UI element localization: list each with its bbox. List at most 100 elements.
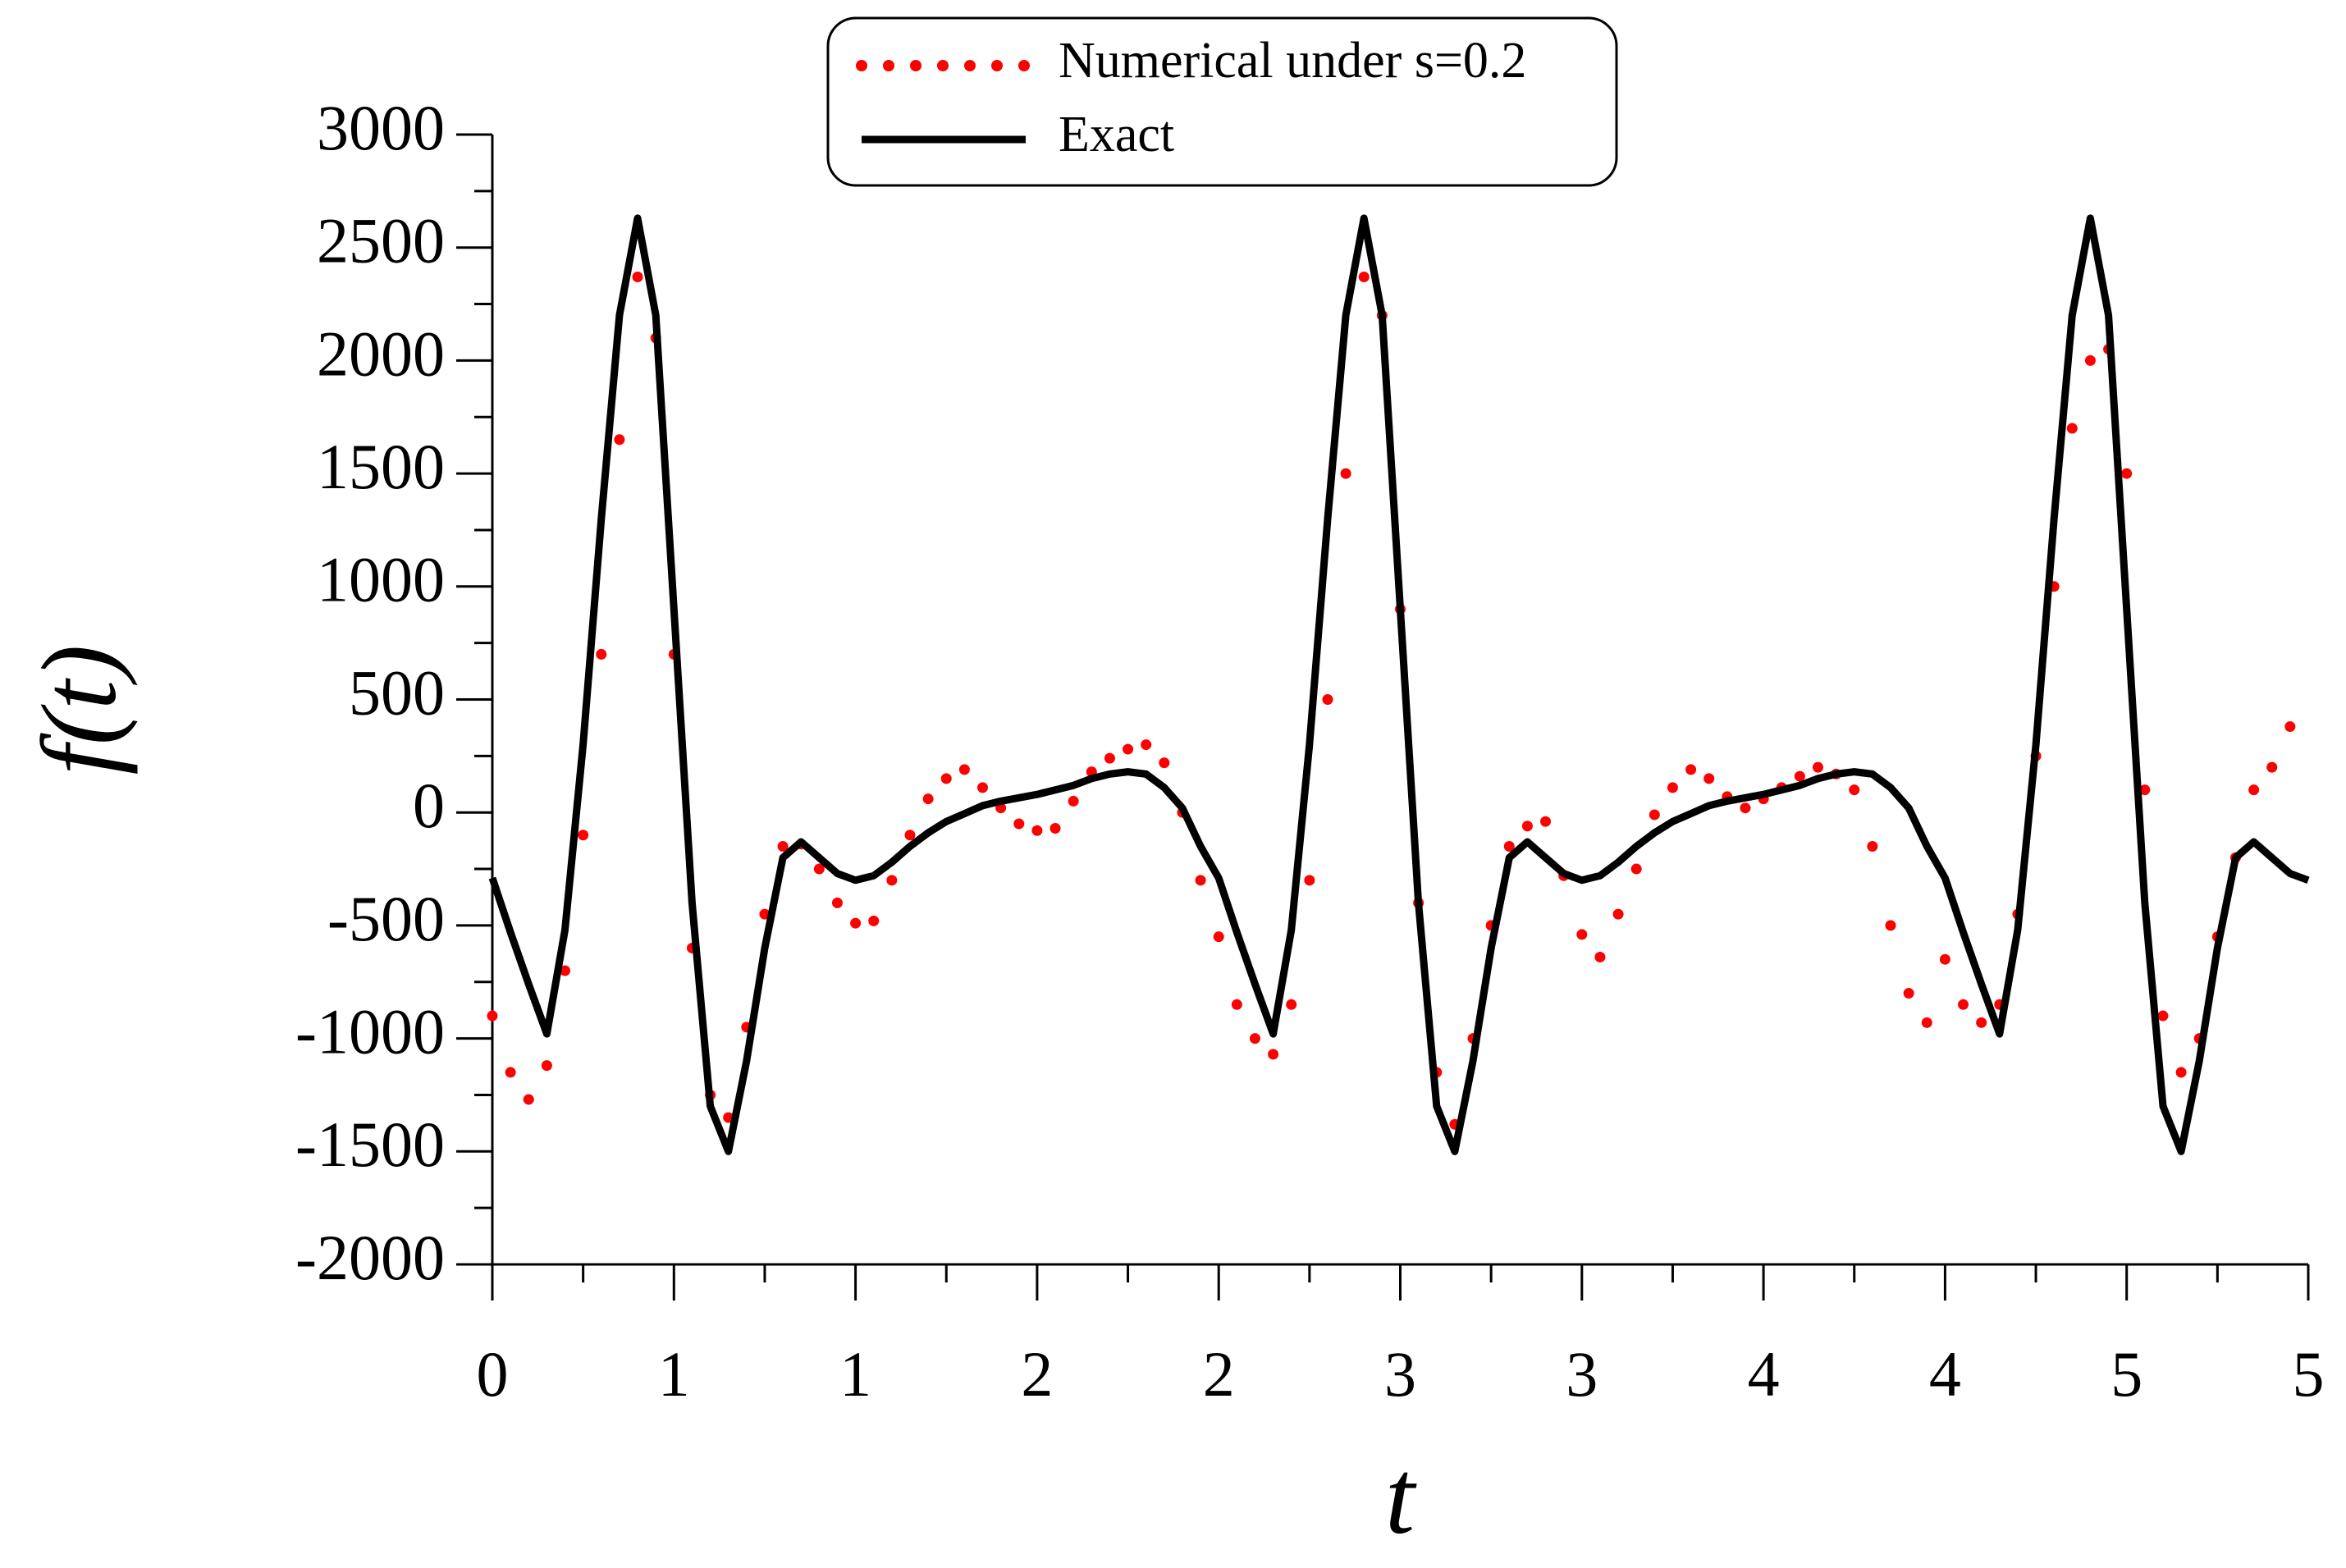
legend-marker <box>910 60 921 71</box>
data-point <box>1304 875 1315 886</box>
y-axis-title: f(t) <box>21 645 139 775</box>
data-point <box>1068 795 1079 807</box>
data-point <box>777 841 789 853</box>
data-point <box>868 915 880 926</box>
data-point <box>1794 770 1805 782</box>
data-point <box>596 648 607 660</box>
data-point <box>1141 739 1152 751</box>
y-tick-label: 3000 <box>317 92 445 163</box>
data-point <box>1885 920 1896 931</box>
data-point <box>2248 784 2260 796</box>
data-point <box>1195 875 1206 886</box>
legend-marker <box>964 60 976 71</box>
data-point <box>578 830 589 841</box>
y-tick-label: -500 <box>327 883 445 954</box>
data-point <box>2175 1067 2187 1078</box>
data-point <box>886 875 898 886</box>
data-point <box>2284 721 2296 733</box>
legend-marker <box>991 60 1003 71</box>
x-axis-title: t <box>1385 1438 1417 1557</box>
data-point <box>1231 999 1242 1010</box>
data-point <box>1812 761 1823 773</box>
data-point <box>1104 752 1115 764</box>
data-point <box>958 764 970 775</box>
data-point <box>2139 784 2151 796</box>
y-tick-label: 1500 <box>317 431 445 502</box>
data-point <box>831 897 843 908</box>
x-tick-label: 1 <box>839 1338 871 1410</box>
legend-label: Numerical under s=0.2 <box>1059 33 1526 89</box>
x-tick-label: 4 <box>1748 1338 1780 1410</box>
data-point <box>1159 757 1170 769</box>
data-point <box>813 863 825 875</box>
data-point <box>2121 468 2133 479</box>
data-point <box>560 965 571 976</box>
x-tick-label: 0 <box>477 1338 509 1410</box>
x-tick-label: 2 <box>1021 1338 1053 1410</box>
data-point <box>1249 1033 1260 1045</box>
legend-label: Exact <box>1059 107 1174 162</box>
data-point <box>1013 818 1025 830</box>
data-point <box>523 1094 534 1105</box>
data-point <box>614 434 625 446</box>
data-point <box>1649 809 1660 821</box>
data-point <box>1503 841 1515 853</box>
data-point <box>1958 999 1969 1010</box>
data-point <box>541 1060 552 1072</box>
x-tick-label: 5 <box>2293 1338 2325 1410</box>
data-point <box>505 1067 516 1078</box>
y-tick-label: 0 <box>413 770 445 841</box>
data-point <box>850 917 862 929</box>
data-point <box>1867 841 1878 853</box>
data-point <box>922 793 934 805</box>
x-tick-label: 5 <box>2110 1338 2142 1410</box>
data-point <box>632 272 643 283</box>
data-point <box>1286 999 1297 1010</box>
legend-box <box>826 16 1618 187</box>
data-point <box>1612 908 1624 920</box>
data-point <box>1540 816 1552 827</box>
y-tick-label: -1000 <box>295 996 445 1067</box>
data-point <box>940 773 952 784</box>
legend-marker <box>883 60 894 71</box>
y-tick-label: -2000 <box>295 1222 445 1293</box>
data-point <box>1685 764 1697 775</box>
x-tick-label: 4 <box>1929 1338 1961 1410</box>
data-point <box>1213 931 1224 943</box>
x-tick-label: 3 <box>1384 1338 1416 1410</box>
data-point <box>904 830 916 841</box>
data-point <box>1594 951 1606 962</box>
data-point <box>2157 1010 2169 1022</box>
legend-marker <box>1018 60 1030 71</box>
y-tick-label: 1000 <box>317 544 445 615</box>
data-point <box>1031 825 1043 836</box>
data-point <box>1849 784 1860 796</box>
data-point <box>1268 1049 1279 1060</box>
y-tick-label: 2500 <box>317 205 445 277</box>
data-point <box>1667 782 1678 793</box>
data-point <box>1123 743 1134 755</box>
x-tick-label: 1 <box>658 1338 690 1410</box>
data-point <box>1903 988 1914 999</box>
legend-marker <box>856 60 867 71</box>
y-tick-label: 2000 <box>317 318 445 389</box>
data-point <box>2066 423 2078 434</box>
data-point <box>977 782 989 793</box>
data-point <box>487 1010 498 1022</box>
data-point <box>1521 821 1533 832</box>
y-tick-label: -1500 <box>295 1109 445 1180</box>
data-point <box>1740 802 1751 814</box>
data-point <box>2084 354 2096 366</box>
data-point <box>1630 863 1642 875</box>
data-point <box>2266 761 2278 773</box>
data-line <box>488 214 2310 1155</box>
data-point <box>1939 953 1950 965</box>
x-tick-label: 2 <box>1203 1338 1235 1410</box>
y-tick-label: 500 <box>349 656 445 728</box>
data-point <box>1976 1017 1987 1028</box>
data-point <box>1576 929 1588 940</box>
data-point <box>1921 1017 1932 1028</box>
data-point <box>1340 468 1351 479</box>
data-point <box>1050 822 1061 834</box>
